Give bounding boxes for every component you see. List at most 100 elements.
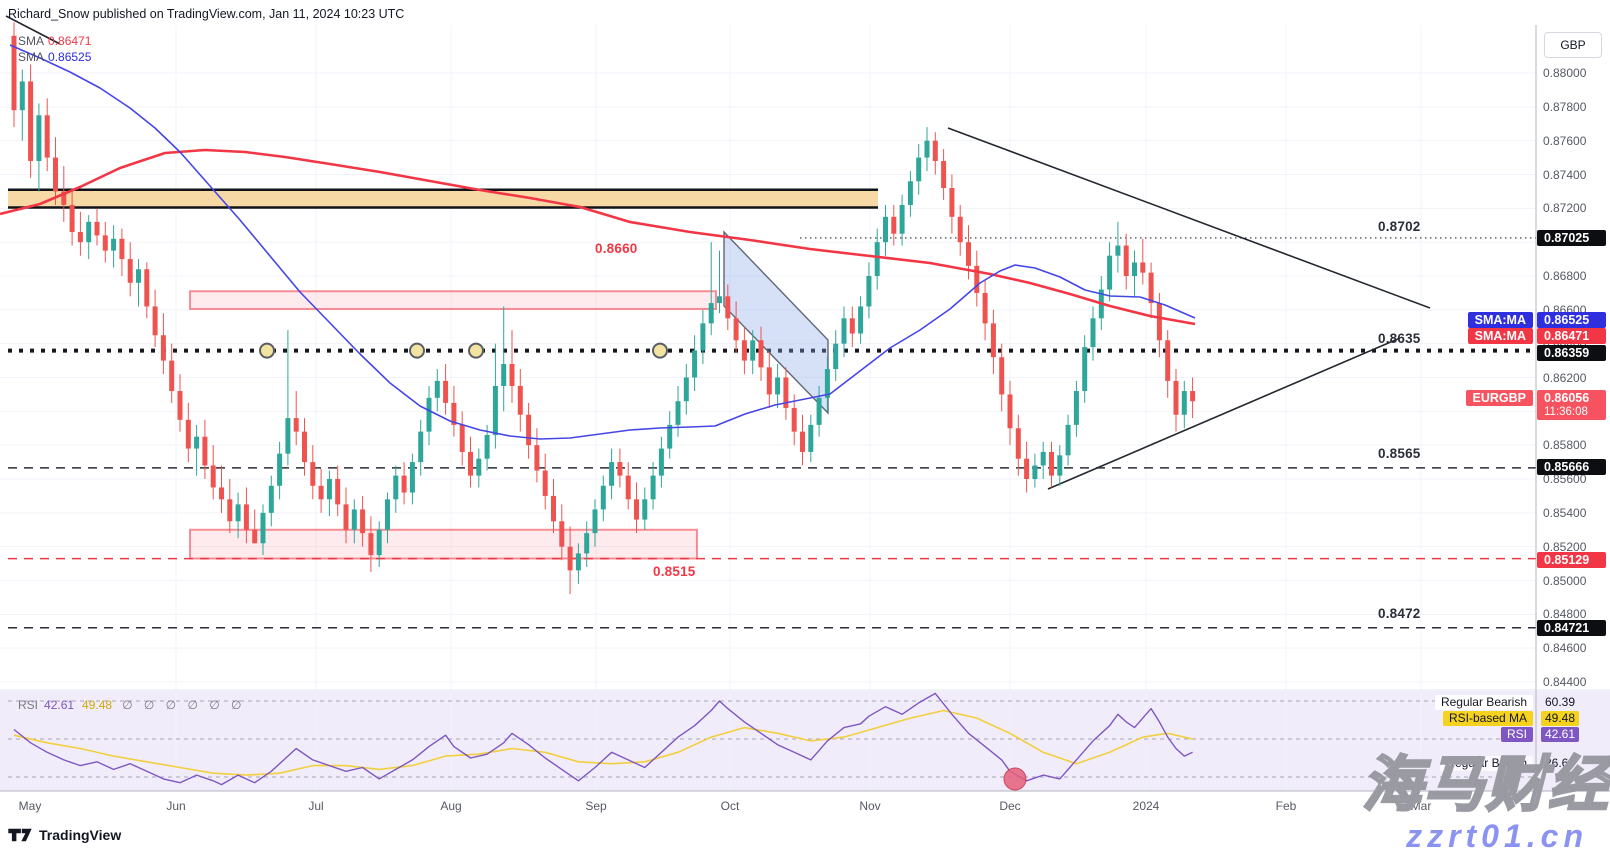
candle-body [119,238,125,260]
candle-body [111,238,117,251]
time-axis-label: Jul [308,799,324,813]
candle-body [293,418,299,432]
candle-body [708,303,714,324]
candle-body [982,292,988,324]
candle-body [849,318,855,334]
tradingview-brand-text: TradingView [39,827,122,843]
candle-body [1040,451,1046,466]
candle-body [44,115,50,158]
bear-flag-channel [723,230,829,415]
candle-body [61,191,67,205]
price-axis-label: 0.84600 [1543,641,1587,656]
level-touch-circle [409,342,425,359]
candle-body [19,81,25,111]
candle-body [899,204,905,234]
time-axis-label: May [18,799,42,813]
candle-body [841,318,847,344]
candle-body [1065,424,1071,456]
rsi-row: Regular Bullish 26.64 [0,756,1610,771]
candle-body [302,431,307,463]
rsi-row-label: RSI-based MA [1442,711,1533,726]
candle-body [351,509,357,530]
candle-body [227,499,233,522]
sma-label: SMA [18,50,45,64]
candle-body [733,318,739,341]
candle-body [459,424,465,452]
candle-body [932,140,938,161]
rsi-row: Regular Bearish 60.39 [0,695,1610,710]
price-axis-badge: 0.86359 [1537,345,1606,361]
price-axis-badge: 0.85129 [1537,552,1606,568]
candle-body [559,521,565,547]
time-axis-label: Sep [585,799,607,813]
sma-200-line [0,148,1196,326]
price-axis-badge: 0.87025 [1537,230,1606,246]
price-axis-label: 0.86800 [1543,269,1587,283]
candle-body [551,495,556,522]
candle-body [401,475,407,493]
candle-body [1181,391,1187,415]
candle-body [824,369,830,398]
candle-body [202,436,208,466]
candle-body [169,360,175,392]
candle-body [791,407,797,432]
candle-body [94,221,100,236]
candle-body [916,157,922,182]
candle-body [53,157,58,192]
trendline [947,127,1431,309]
candle-body [667,424,673,449]
candle-body [575,553,581,571]
price-axis-label: 0.87600 [1543,133,1587,148]
candle-body [692,350,698,378]
currency-toggle-button[interactable]: GBP [1544,32,1602,58]
candle-body [1024,458,1030,480]
candle-body [326,479,332,500]
candle-body [891,216,897,234]
supply-zone-0872 [8,189,878,208]
candle-body [77,232,83,243]
time-axis-label: 2024 [1132,799,1160,813]
candle-body [609,462,615,486]
price-axis-label: 0.84800 [1543,607,1587,622]
sma-legend-fast: SMA 0.86471 [18,34,91,48]
rsi-row-label: RSI [1500,727,1533,742]
price-axis-label: 0.85200 [1543,539,1587,554]
candle-body [592,509,598,534]
series-name-badge: EURGBP [1465,390,1533,406]
candle-body [127,259,133,283]
candle-body [966,242,971,266]
publication-title: Richard_Snow published on TradingView.co… [8,7,405,21]
candle-body [277,453,283,486]
tradingview-brand-link[interactable]: TradingView [8,826,121,844]
candle-body [924,140,930,158]
level-touch-circle [468,342,484,359]
candle-body [385,499,390,530]
price-axis-badge: 0.84721 [1537,620,1606,636]
candle-body [858,306,864,334]
candle-body [542,470,548,496]
candle-body [783,377,789,408]
sma-label: SMA [18,34,45,48]
bullish-divergence-marker [1003,767,1027,791]
candle-body [700,323,706,351]
candle-body [775,377,781,395]
candle-body [741,340,747,361]
candle-body [318,485,324,500]
time-axis-label: Mar [1410,799,1432,813]
series-name-badge: SMA:MA [1467,328,1533,344]
candle-body [625,475,631,500]
price-axis-label: 0.85800 [1543,438,1587,453]
rsi-row: RSI 42.61 [0,727,1610,742]
candle-body [766,367,772,395]
candle-body [642,499,648,520]
level-touch-circle [259,342,275,359]
candle-body [526,414,532,446]
key-level-label: 0.8635 [1378,331,1421,346]
candle-body [418,431,424,463]
sma-value: 0.86471 [48,34,92,48]
candle-body [393,475,399,500]
key-level-label: 0.8472 [1378,606,1421,621]
trendline [5,15,61,45]
